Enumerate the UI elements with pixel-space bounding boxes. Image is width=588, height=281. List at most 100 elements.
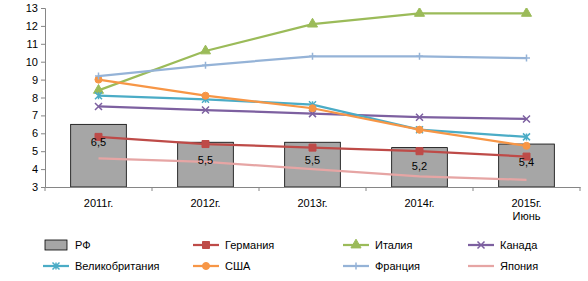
x-tick: 2015г.Июнь	[511, 187, 541, 222]
x-tick-label-line: 2011г.	[84, 197, 113, 209]
y-tick-mark	[41, 133, 45, 134]
y-tick-label: 13	[26, 2, 38, 14]
y-tick-label: 6	[32, 127, 38, 139]
y-tick: 12	[26, 20, 45, 32]
y-tick-mark	[41, 80, 45, 81]
bar	[392, 148, 448, 187]
y-tick-label: 10	[26, 56, 38, 68]
marker	[523, 142, 530, 149]
x-tick-label-line: Июнь	[513, 210, 541, 222]
marker	[414, 8, 424, 16]
x-tick: 2012г.	[190, 187, 220, 209]
legend-label: Канада	[500, 239, 538, 251]
legend-entry: США	[193, 260, 251, 272]
x-tick: 2011г.	[84, 187, 113, 209]
x-separator	[580, 187, 581, 191]
x-tick-label: 2013г.	[297, 197, 327, 209]
marker	[416, 148, 423, 155]
y-tick-mark	[41, 8, 45, 9]
data-label: 5,2	[412, 160, 427, 172]
bar	[178, 142, 234, 187]
y-tick-mark	[41, 115, 45, 116]
x-tick-label: 2015г.Июнь	[511, 197, 541, 222]
marker	[521, 8, 531, 16]
chart: 3456789101112132011г.2012г.2013г.2014г.2…	[0, 0, 588, 281]
x-tick-label-line: 2012г.	[190, 197, 220, 209]
x-tick-label: 2014г.	[404, 197, 434, 209]
legend-entry: Канада	[468, 239, 538, 251]
x-tick-label-line: 2015г.	[511, 197, 541, 209]
marker	[309, 105, 316, 112]
plot-area	[71, 8, 555, 187]
line	[99, 13, 527, 90]
bar	[71, 124, 127, 187]
marker	[416, 126, 423, 133]
y-tick: 4	[32, 163, 45, 175]
data-label: 5,4	[519, 156, 534, 168]
x-separator	[366, 187, 367, 191]
x-axis: 2011г. 2012г. 2013г. 2014г. 2015г.Июнь	[46, 187, 581, 222]
x-separator	[259, 187, 260, 191]
y-axis: 3 4 5 6 7 8 9 10 11 12 13	[26, 2, 46, 193]
legend-label: РФ	[75, 239, 91, 251]
x-tick: 2014г.	[404, 187, 434, 209]
y-tick: 6	[32, 127, 45, 139]
legend: РФ Германия Италия Канада Великобритания США Ф…	[43, 239, 538, 272]
marker	[200, 45, 210, 54]
y-tick-mark	[41, 187, 45, 188]
line	[99, 96, 527, 137]
y-tick-label: 7	[32, 109, 38, 121]
legend-label: Великобритания	[75, 260, 160, 272]
marker	[95, 92, 102, 99]
y-tick-label: 11	[27, 38, 38, 50]
y-tick-mark	[41, 98, 45, 99]
marker	[523, 133, 530, 140]
x-separator	[45, 187, 46, 191]
y-tick-mark	[41, 44, 45, 45]
y-tick: 3	[32, 181, 45, 193]
y-tick-mark	[41, 169, 45, 170]
legend-label: США	[225, 260, 251, 272]
y-tick-label: 3	[32, 181, 38, 193]
y-axis-line	[41, 9, 46, 188]
y-tick-label: 4	[32, 163, 38, 175]
marker	[416, 53, 423, 60]
marker	[202, 62, 209, 69]
legend-swatch	[45, 240, 67, 250]
legend-entry: Великобритания	[43, 260, 160, 272]
y-tick-mark	[41, 26, 45, 27]
legend-marker	[53, 263, 60, 270]
x-tick-label: 2012г.	[190, 197, 220, 209]
legend-marker	[351, 239, 361, 248]
x-axis-line	[46, 187, 581, 188]
legend-marker	[202, 262, 209, 269]
data-label: 5,5	[198, 154, 213, 166]
y-tick: 8	[32, 92, 45, 104]
legend-marker	[478, 242, 485, 249]
legend-entry: Германия	[193, 239, 274, 251]
y-tick: 7	[32, 109, 45, 121]
marker	[523, 55, 530, 62]
data-label: 5,5	[305, 154, 320, 166]
legend-swatch	[468, 265, 494, 267]
y-tick: 9	[32, 74, 45, 86]
legend-entry: Италия	[343, 239, 413, 251]
legend-entry: Франция	[343, 260, 420, 272]
y-tick-mark	[41, 151, 45, 152]
y-tick-mark	[41, 62, 45, 63]
x-tick-label: 2011г.	[84, 197, 113, 209]
marker	[202, 92, 209, 99]
legend-label: Германия	[225, 239, 274, 251]
y-tick-label: 9	[32, 74, 38, 86]
marker	[416, 126, 423, 133]
marker	[523, 115, 530, 122]
legend-marker	[203, 242, 210, 249]
legend-label: Япония	[500, 260, 538, 272]
y-tick: 11	[27, 38, 45, 50]
line	[99, 80, 527, 146]
y-tick: 5	[32, 145, 45, 157]
x-separator	[473, 187, 474, 191]
y-tick-label: 12	[26, 20, 38, 32]
y-tick: 13	[26, 2, 45, 14]
x-tick-label-line: 2013г.	[297, 197, 327, 209]
